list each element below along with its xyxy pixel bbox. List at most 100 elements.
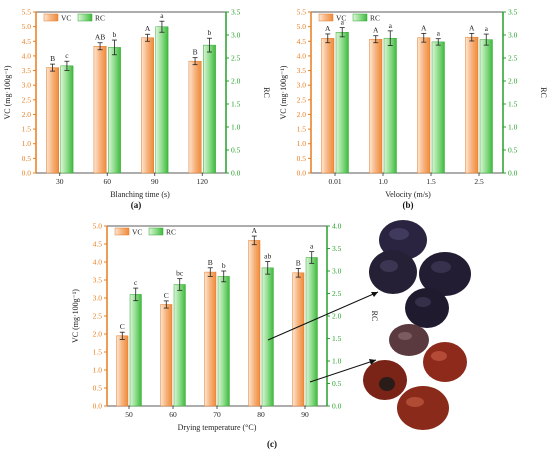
significance-letter: c xyxy=(134,278,138,287)
left-tick-label: 2.0 xyxy=(297,110,307,119)
significance-letter: bc xyxy=(176,269,184,278)
rc-bar xyxy=(335,31,349,174)
significance-letter: a xyxy=(341,18,345,27)
significance-letter: a xyxy=(310,242,314,251)
vc-bar xyxy=(160,304,173,407)
significance-letter: b xyxy=(113,30,117,39)
right-axis-title: RC xyxy=(370,311,379,322)
legend-label-rc: RC xyxy=(370,14,380,23)
rc-bar xyxy=(217,276,230,407)
right-tick-label: 2.0 xyxy=(231,77,241,86)
right-tick-label: 2.0 xyxy=(508,77,518,86)
significance-letter: A xyxy=(145,24,151,33)
vc-bar xyxy=(141,37,154,174)
left-tick-label: 4.0 xyxy=(93,258,103,267)
legend-label-vc: VC xyxy=(132,228,142,237)
panel-caption: (b) xyxy=(403,200,414,210)
legend: VC RC xyxy=(318,13,380,23)
rc-bar xyxy=(173,284,186,407)
x-tick-label: 50 xyxy=(125,410,133,419)
right-tick-label: 1.5 xyxy=(508,100,518,109)
rc-bar xyxy=(129,294,142,407)
significance-letter: a xyxy=(485,24,489,33)
significance-letter: A xyxy=(469,23,475,32)
left-tick-label: 2.5 xyxy=(22,95,32,104)
left-tick-label: 1.5 xyxy=(22,125,32,134)
significance-letter: a xyxy=(437,29,441,38)
significance-letter: c xyxy=(65,51,69,60)
panel-caption: (a) xyxy=(131,200,142,210)
left-tick-label: 1.0 xyxy=(22,139,32,148)
significance-letter: B xyxy=(208,258,213,267)
vc-bar xyxy=(369,38,383,174)
x-tick-label: 60 xyxy=(169,410,177,419)
left-tick-label: 0.0 xyxy=(297,169,307,178)
x-tick-label: 90 xyxy=(301,410,309,419)
right-tick-label: 0.5 xyxy=(332,379,342,388)
left-tick-label: 4.0 xyxy=(297,51,307,60)
left-tick-label: 5.5 xyxy=(22,8,32,17)
legend: VC RC xyxy=(114,227,176,237)
legend-label-vc: VC xyxy=(336,14,346,23)
left-tick-label: 3.5 xyxy=(93,276,103,285)
arrow-head-dark xyxy=(371,292,378,297)
left-tick-label: 4.5 xyxy=(93,240,103,249)
left-tick-label: 1.0 xyxy=(297,139,307,148)
significance-letter: ab xyxy=(264,252,271,261)
rc-bar xyxy=(479,39,493,174)
left-tick-label: 4.0 xyxy=(22,51,32,60)
x-tick-label: 1.0 xyxy=(378,177,388,186)
left-tick-label: 3.5 xyxy=(22,66,32,75)
legend-swatch-vc xyxy=(43,13,59,22)
right-tick-label: 2.5 xyxy=(508,54,518,63)
legend-swatch-vc xyxy=(318,13,334,22)
right-tick-label: 4.0 xyxy=(332,222,342,231)
legend-swatch-rc xyxy=(77,13,93,22)
significance-letter: a xyxy=(160,11,164,20)
x-tick-label: 1.5 xyxy=(426,177,436,186)
right-tick-label: 3.0 xyxy=(508,31,518,40)
rc-bar xyxy=(155,26,169,174)
rc-bar xyxy=(431,41,445,174)
vc-bar xyxy=(465,36,479,174)
legend-label-rc: RC xyxy=(95,14,105,23)
left-axis-title: VC (mg·100g⁻¹) xyxy=(71,289,80,343)
significance-letter: AB xyxy=(95,33,105,42)
x-tick-label: 80 xyxy=(257,410,265,419)
rc-bar xyxy=(203,44,216,174)
left-tick-label: 3.0 xyxy=(297,81,307,90)
right-tick-label: 3.5 xyxy=(231,8,241,17)
x-axis-title: Drying temperature (°C) xyxy=(178,423,257,432)
significance-letter: b xyxy=(208,28,212,37)
vc-bar xyxy=(46,67,60,174)
significance-letter: B xyxy=(193,48,198,57)
right-tick-label: 3.0 xyxy=(231,31,241,40)
right-tick-label: 0.5 xyxy=(231,146,241,155)
x-tick-label: 60 xyxy=(104,177,112,186)
significance-letter: A xyxy=(373,26,379,35)
x-tick-label: 70 xyxy=(213,410,221,419)
left-tick-label: 4.5 xyxy=(22,37,32,46)
right-tick-label: 3.0 xyxy=(332,267,342,276)
vc-bar xyxy=(248,240,261,407)
arrow-to-dark-fruit xyxy=(267,291,379,341)
left-tick-label: 2.5 xyxy=(93,312,103,321)
legend-swatch-vc xyxy=(114,227,130,236)
right-tick-label: 0.0 xyxy=(231,169,241,178)
left-tick-label: 0.0 xyxy=(93,402,103,411)
significance-letter: B xyxy=(50,54,55,63)
left-tick-label: 3.0 xyxy=(93,294,103,303)
significance-letter: a xyxy=(389,21,393,30)
x-tick-label: 30 xyxy=(56,177,64,186)
rc-bar xyxy=(305,257,318,407)
significance-letter: A xyxy=(325,24,331,33)
right-tick-label: 3.5 xyxy=(332,244,342,253)
right-axis-title: RC xyxy=(262,87,271,98)
vc-bar xyxy=(204,271,217,407)
legend-label-vc: VC xyxy=(61,14,71,23)
left-tick-label: 4.5 xyxy=(297,37,307,46)
right-tick-label: 1.0 xyxy=(231,123,241,132)
left-tick-label: 0.0 xyxy=(22,169,32,178)
left-axis-title: VC (mg·100g⁻¹) xyxy=(279,65,288,119)
